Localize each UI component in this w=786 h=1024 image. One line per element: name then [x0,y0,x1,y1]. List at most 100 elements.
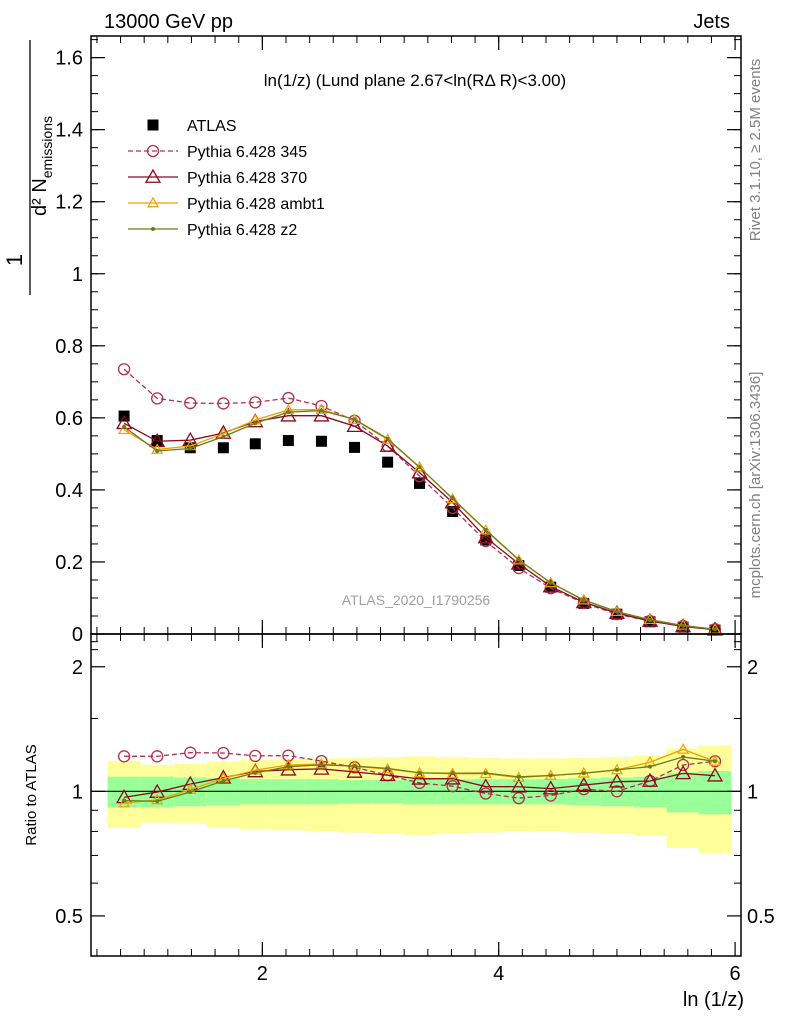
legend-label: Pythia 6.428 ambt1 [187,196,325,213]
data-point [122,798,127,803]
data-point [417,770,422,775]
data-point [217,442,229,454]
legend-item-atlas: ATLAS [147,118,237,135]
rivet-label: Rivet 3.1.10, ≥ 2.5M events [747,59,764,242]
data-point [542,780,559,795]
data-point [447,506,459,518]
data-point [117,363,131,376]
x-tick-label: 4 [493,963,504,985]
data-point [614,767,619,772]
data-point [184,746,197,759]
data-point [286,410,291,415]
y-tick-label: 0.6 [55,408,83,430]
y-tick-label: 1.4 [55,120,83,142]
data-point [379,437,396,452]
data-point [385,766,390,771]
data-point [648,617,652,622]
y-tick-label: 0.4 [55,480,83,502]
legend: ATLAS Pythia 6.428 345 Pythia 6.428 370 Pyt… [128,118,325,239]
data-point [677,743,690,754]
series-line-p345 [124,752,716,799]
data-point [413,776,426,790]
data-point [155,448,160,453]
data-point [221,778,226,783]
data-point [581,598,586,603]
data-point [414,477,426,489]
y-tick-label: 1 [72,264,83,286]
data-point [147,119,159,131]
data-point [483,527,488,532]
data-point [151,392,164,405]
series-p345 [117,746,722,805]
data-point [217,397,230,410]
data-point [681,623,686,628]
ratio-panel-series [115,743,724,808]
data-point [483,771,488,776]
data-point [446,492,459,504]
legend-item-p370: Pythia 6.428 370 [128,168,307,187]
data-point [149,783,166,798]
data-point [674,765,692,780]
data-point [315,757,328,769]
ratio-y-axis-label: Ratio to ATLAS [23,744,40,845]
data-point [581,771,586,776]
data-point [479,787,492,800]
data-point [681,754,686,759]
data-point [577,596,590,610]
legend-label: Pythia 6.428 345 [187,144,307,161]
header-collision-label: 13000 GeV pp [104,11,233,33]
data-point [146,196,160,208]
data-point [151,793,164,805]
data-point [413,460,426,472]
y-tick-label: 0.8 [55,336,83,358]
data-point [516,557,521,562]
plot-title: ln(1/z) (Lund plane 2.67<ln(RΔ R)<3.00) [264,71,566,90]
data-point [477,778,494,793]
data-point [706,767,724,782]
data-point [417,465,422,470]
main-panel-series [115,363,724,636]
data-point [122,424,127,429]
data-point [385,436,390,441]
ratio-y-tick-label: 2 [72,657,83,679]
data-point [151,227,155,231]
data-point [446,780,459,793]
data-point [477,529,494,544]
data-point [480,534,492,546]
ratio-y-tick-label: 0.5 [55,906,83,928]
data-point [381,433,394,444]
main-y-axis-label: 1 d² Nemissions [2,40,55,295]
y-tick-label: 1.6 [55,48,83,70]
data-point [648,764,652,769]
svg-text:d² Nemissions: d² Nemissions [29,116,55,216]
data-point [319,762,324,767]
analysis-watermark: ATLAS_2020_I1790256 [342,592,491,608]
data-point [641,772,659,787]
data-point [513,560,525,572]
data-point [379,766,396,782]
data-point [450,771,455,776]
data-point [544,789,557,802]
data-point [510,778,527,793]
data-point [512,553,525,565]
data-point [188,790,193,795]
legend-item-ambt1: Pythia 6.428 ambt1 [128,196,325,213]
data-point [282,391,295,405]
y-tick-label: 1.2 [55,192,83,214]
data-point [282,758,295,770]
data-point [544,576,557,588]
ratio-y-tick-label: 1 [72,781,83,803]
data-point [548,773,553,778]
ratio-y-tick-label-right: 1 [747,781,758,803]
data-point [349,441,361,453]
mcplots-label: mcplots.cern.ch [arXiv:1306.3436] [747,372,764,599]
data-point [713,759,717,764]
data-point [577,783,590,796]
legend-label: Pythia 6.428 z2 [187,222,297,239]
data-point [151,750,164,763]
data-point [146,144,160,158]
data-point [117,750,131,763]
data-point [149,432,166,448]
data-point [249,749,262,763]
data-point [253,421,258,426]
